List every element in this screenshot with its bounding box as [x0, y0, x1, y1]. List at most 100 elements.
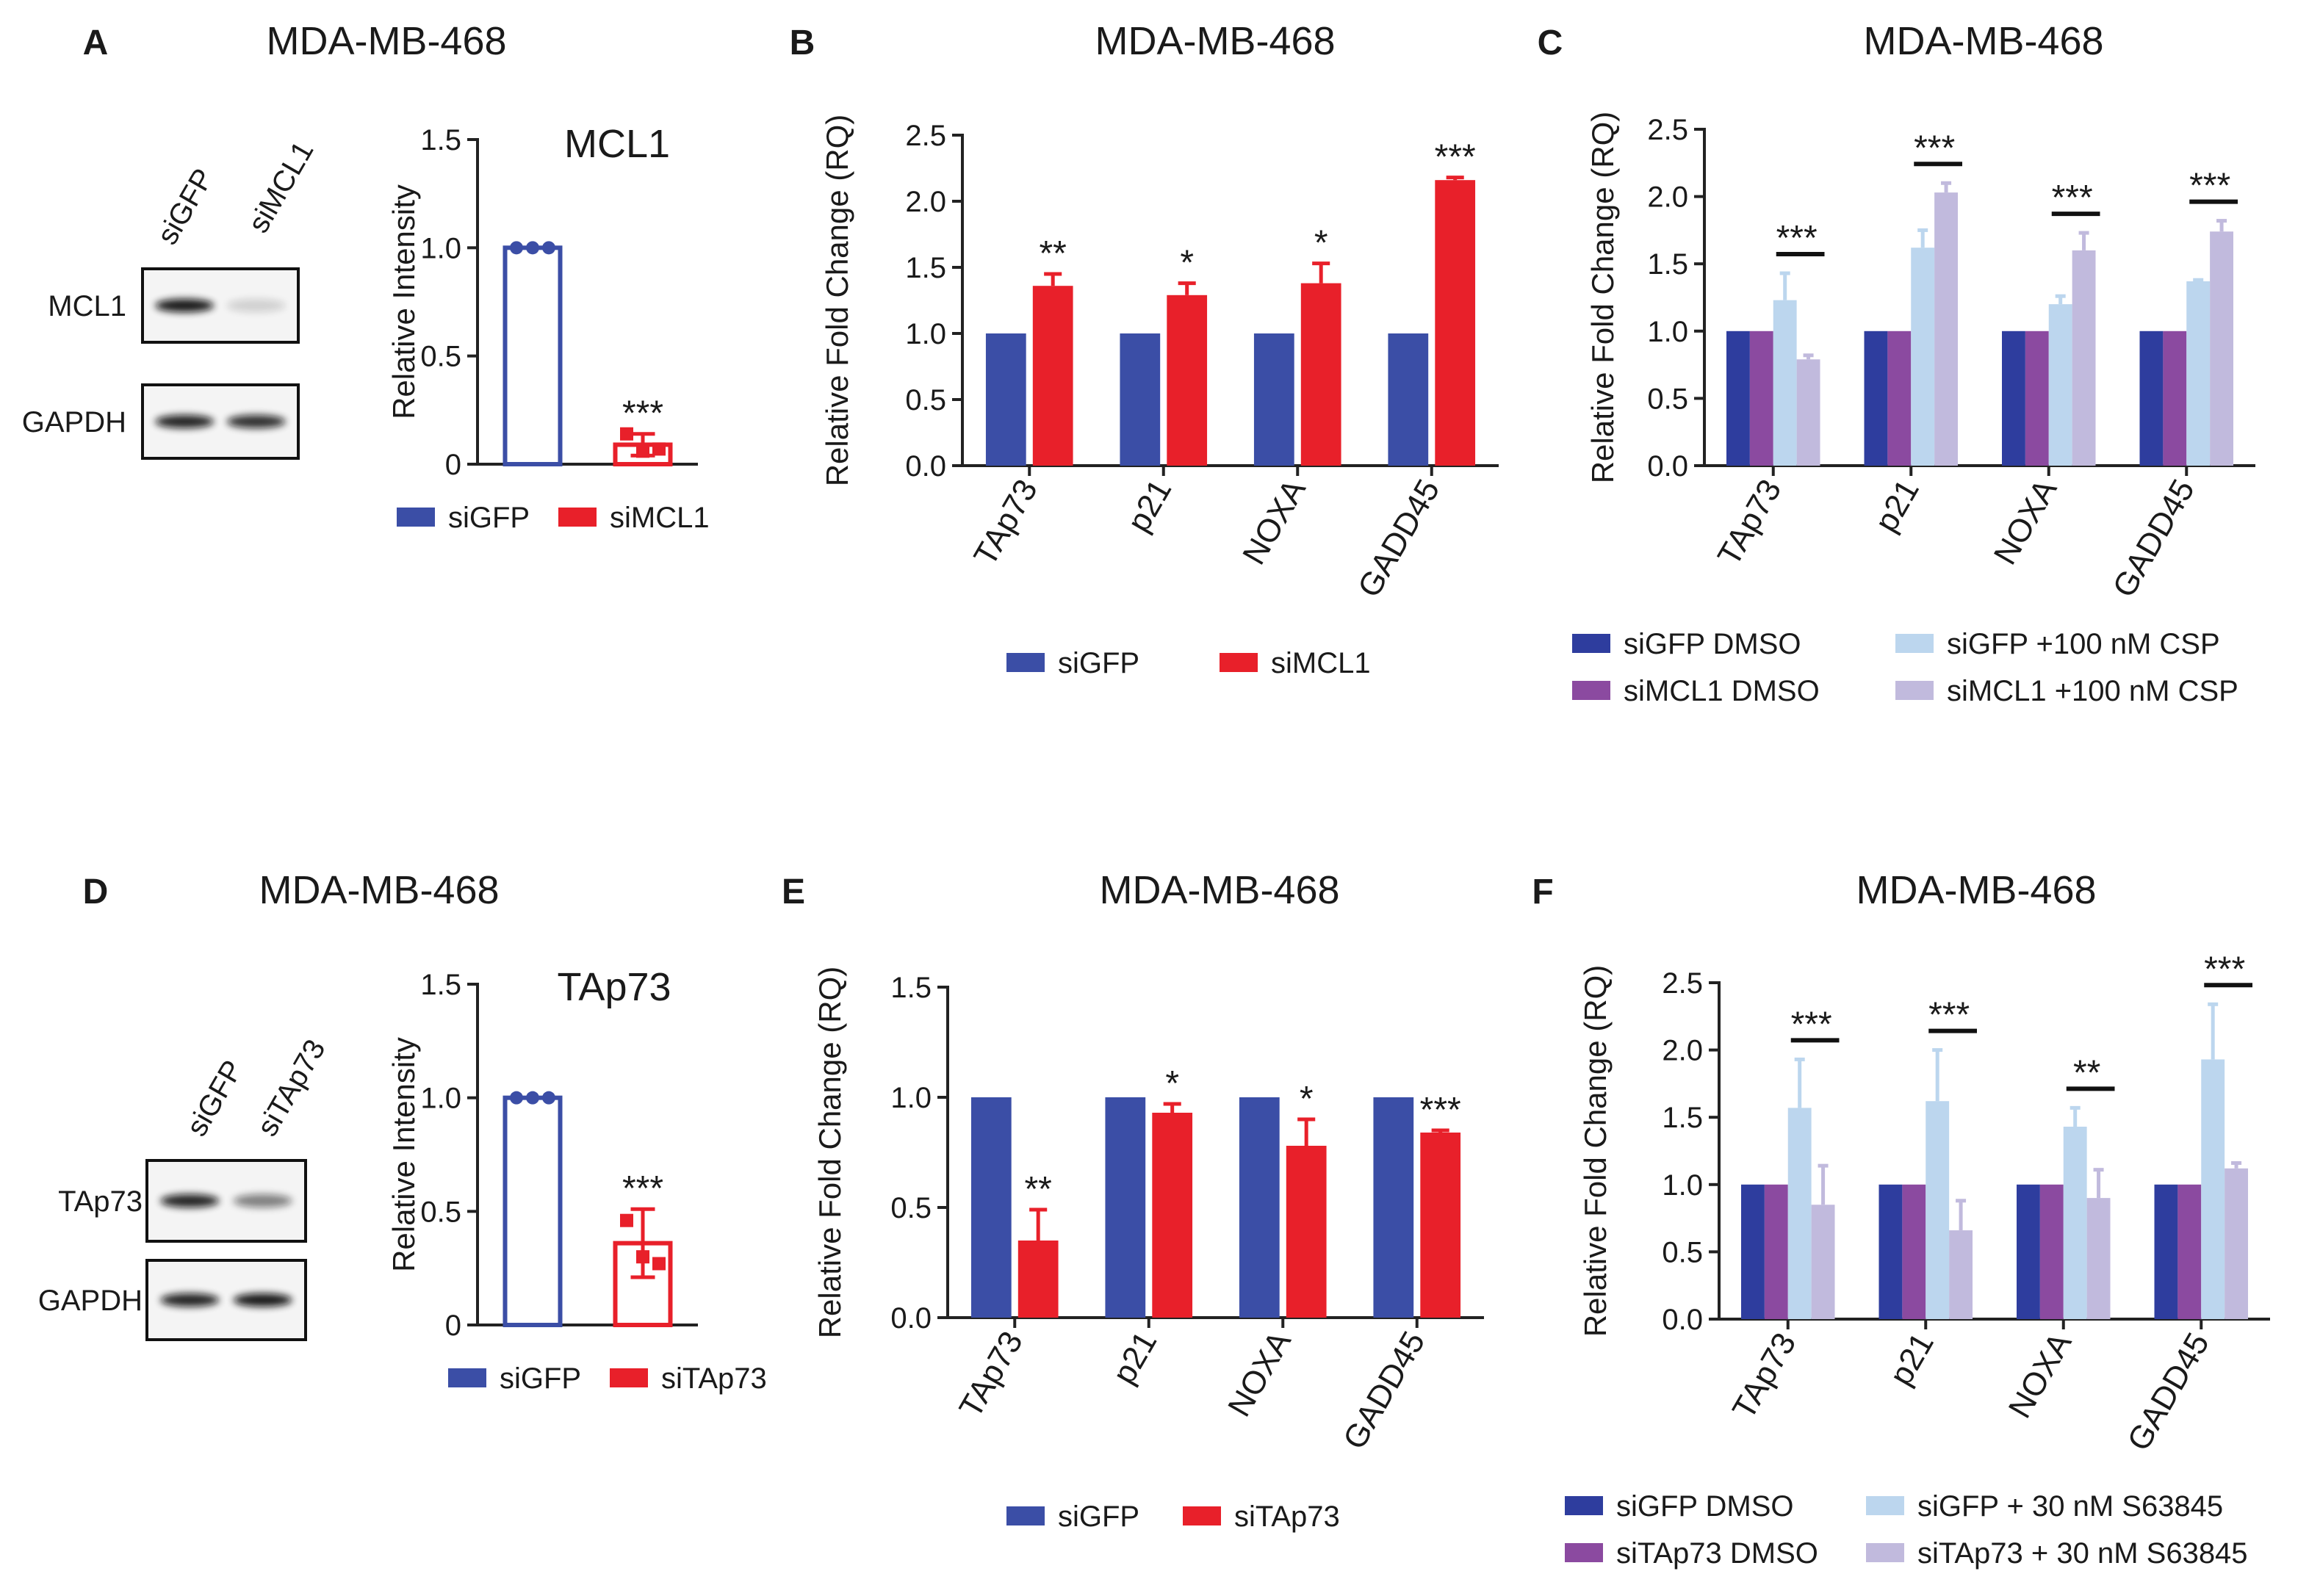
data-point — [636, 1250, 649, 1264]
blot-band — [226, 415, 286, 428]
bar — [2063, 1127, 2087, 1319]
bar — [2177, 1184, 2202, 1319]
significance-label: * — [1314, 224, 1328, 263]
bar — [1388, 333, 1429, 466]
data-point — [652, 1257, 666, 1271]
significance-label: *** — [1420, 1091, 1461, 1130]
legend-swatch — [558, 508, 597, 527]
bar — [2048, 304, 2072, 466]
legend-label: siGFP +100 nM CSP — [1947, 628, 2220, 660]
bar — [1726, 331, 1750, 466]
legend-label: siMCL1 — [1271, 647, 1371, 679]
significance-label: *** — [1914, 129, 1955, 167]
legend-swatch — [1895, 681, 1934, 700]
y-tick-label: 0.5 — [1662, 1236, 1703, 1268]
x-tick-label: NOXA — [2002, 1326, 2079, 1424]
y-tick-label: 0.5 — [420, 341, 461, 373]
legend-swatch — [610, 1368, 648, 1387]
bar — [1949, 1230, 1973, 1319]
legend-swatch — [1183, 1506, 1221, 1525]
data-point — [526, 241, 539, 255]
y-tick-label: 1.0 — [1647, 316, 1688, 348]
y-tick-label: 2.5 — [1662, 967, 1703, 1000]
legend-label: siGFP — [1058, 1501, 1139, 1533]
legend-swatch — [448, 1368, 486, 1387]
bar — [1105, 1097, 1146, 1318]
legend-swatch — [1572, 681, 1610, 700]
legend-label: siMCL1 +100 nM CSP — [1947, 675, 2238, 707]
y-tick-label: 0.5 — [420, 1196, 461, 1228]
bar — [1764, 1184, 1788, 1319]
x-tick-label: GADD45 — [2120, 1327, 2216, 1457]
significance-label: *** — [622, 394, 663, 433]
chart-title: TAp73 — [557, 965, 671, 1009]
bar — [502, 1095, 563, 1327]
bar — [2002, 331, 2025, 466]
bar — [2039, 1184, 2064, 1319]
blot-band — [233, 1293, 292, 1307]
y-tick-label: 2.5 — [1647, 114, 1688, 146]
panel-letter: A — [83, 24, 109, 62]
y-tick-label: 0.0 — [890, 1302, 932, 1335]
bar — [1811, 1205, 1835, 1319]
y-tick-label: 1.0 — [420, 1083, 461, 1115]
y-tick-label: 0.5 — [1647, 383, 1688, 415]
legend-swatch — [397, 508, 435, 527]
y-tick-label: 1.5 — [905, 252, 946, 284]
y-axis-label: Relative Intensity — [386, 184, 421, 419]
bar — [1017, 1241, 1059, 1318]
y-tick-label: 0.0 — [1662, 1304, 1703, 1336]
bar — [1435, 180, 1476, 466]
significance-label: *** — [2052, 178, 2093, 217]
bar — [2201, 1059, 2225, 1319]
bar — [2163, 331, 2187, 466]
data-point — [542, 1091, 555, 1105]
panel-letter: E — [782, 873, 805, 911]
y-tick-label: 2.5 — [905, 120, 946, 152]
bar — [1787, 1108, 1812, 1319]
panel-letter: D — [83, 873, 109, 911]
significance-label: *** — [1435, 138, 1476, 177]
legend-swatch — [1006, 1506, 1045, 1525]
x-tick-label: TAp73 — [952, 1326, 1030, 1424]
data-point — [510, 1091, 523, 1105]
bar — [2139, 331, 2164, 466]
bar — [2186, 281, 2211, 466]
data-point — [526, 1091, 539, 1105]
blot-band — [155, 299, 215, 312]
bar — [1911, 248, 1935, 466]
bar — [2072, 250, 2096, 466]
panel-title: MDA-MB-468 — [1095, 19, 1335, 63]
panel-title: MDA-MB-468 — [266, 19, 506, 63]
row-label: GAPDH — [38, 1285, 143, 1317]
y-tick-label: 2.0 — [905, 186, 946, 218]
bar — [985, 333, 1026, 466]
x-tick-label: p21 — [1106, 1326, 1164, 1390]
legend-label: siMCL1 — [610, 502, 710, 534]
row-label: GAPDH — [22, 406, 126, 438]
bar — [1773, 300, 1797, 466]
legend-swatch — [1895, 634, 1934, 653]
y-tick-label: 0.5 — [890, 1192, 932, 1224]
significance-label: * — [1165, 1064, 1179, 1103]
lane-label: siGFP — [181, 1055, 250, 1141]
y-tick-label: 1.0 — [420, 232, 461, 264]
significance-label: * — [1300, 1080, 1314, 1119]
y-tick-label: 0.0 — [905, 450, 946, 483]
legend-label: siGFP — [448, 502, 530, 534]
legend-swatch — [1866, 1496, 1904, 1515]
legend-label: siMCL1 DMSO — [1624, 675, 1820, 707]
chart-title: MCL1 — [564, 122, 670, 166]
blot-band — [233, 1194, 292, 1207]
bar — [1120, 333, 1161, 466]
x-tick-label: p21 — [1883, 1327, 1941, 1392]
y-tick-label: 1.5 — [420, 969, 461, 1001]
y-tick-label: 1.5 — [890, 972, 932, 1004]
data-point — [636, 444, 649, 458]
bar — [2086, 1198, 2111, 1319]
panel-letter: B — [790, 24, 815, 62]
x-tick-label: NOXA — [1236, 473, 1313, 571]
lane-label: siTAp73 — [251, 1034, 332, 1142]
y-axis-label: Relative Fold Change (RQ) — [1578, 965, 1613, 1337]
legend-label: siTAp73 + 30 nM S63845 — [1917, 1537, 2248, 1570]
